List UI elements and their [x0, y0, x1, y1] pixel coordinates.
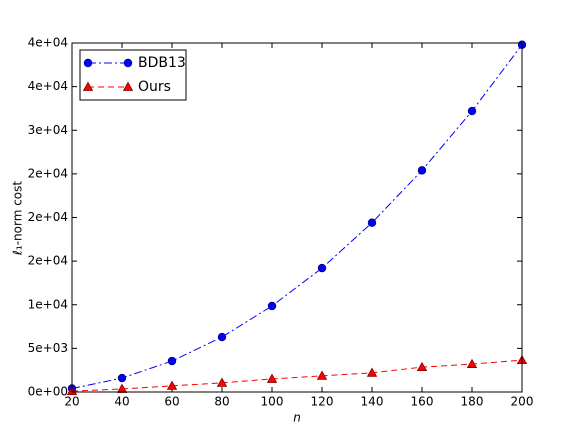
x-tick-label: 200 — [511, 395, 534, 409]
series-line — [71, 359, 523, 392]
x-tick-label: 40 — [114, 395, 129, 409]
marker — [466, 358, 478, 368]
y-tick-label: 0e+00 — [28, 385, 68, 399]
marker — [367, 218, 377, 227]
marker — [416, 361, 428, 372]
legend-box — [79, 49, 187, 101]
legend-label: Ours — [138, 79, 171, 95]
y-tick-label: 2e+04 — [28, 210, 68, 224]
marker — [167, 356, 177, 366]
y-tick-label: 1e+04 — [28, 297, 68, 311]
legend-marker — [82, 81, 94, 91]
y-tick-label: 3e+04 — [28, 123, 68, 137]
marker — [267, 301, 277, 311]
marker — [366, 367, 378, 377]
x-tick-label: 80 — [214, 395, 229, 409]
y-tick-label: 4e+04 — [28, 79, 68, 93]
marker — [266, 373, 278, 383]
y-tick-label: 5e+03 — [28, 341, 68, 355]
plot-frame — [71, 42, 523, 393]
legend-label: BDB13 — [138, 55, 186, 71]
x-axis-label: n — [293, 411, 301, 425]
legend-marker — [123, 58, 133, 68]
x-tick-label: 180 — [461, 395, 484, 409]
legend-marker — [83, 58, 93, 68]
marker — [166, 380, 178, 390]
y-tick-label: 4e+04 — [28, 36, 68, 50]
x-tick-label: 120 — [311, 395, 334, 409]
x-tick-label: 100 — [261, 395, 284, 409]
marker — [417, 166, 427, 175]
x-tick-label: 140 — [361, 395, 384, 409]
x-tick-label: 60 — [164, 395, 179, 409]
x-tick-label: 20 — [64, 395, 79, 409]
marker — [217, 332, 227, 342]
series-line — [71, 44, 523, 389]
marker — [467, 106, 477, 116]
marker — [316, 370, 328, 380]
y-tick-label: 2e+04 — [28, 166, 68, 180]
marker — [216, 377, 228, 387]
marker — [317, 263, 327, 273]
x-tick-label: 160 — [411, 395, 434, 409]
marker — [117, 373, 127, 383]
y-axis-label: ℓ₁-norm cost — [11, 181, 25, 256]
legend-marker — [122, 81, 134, 91]
y-tick-label: 2e+04 — [28, 254, 68, 268]
